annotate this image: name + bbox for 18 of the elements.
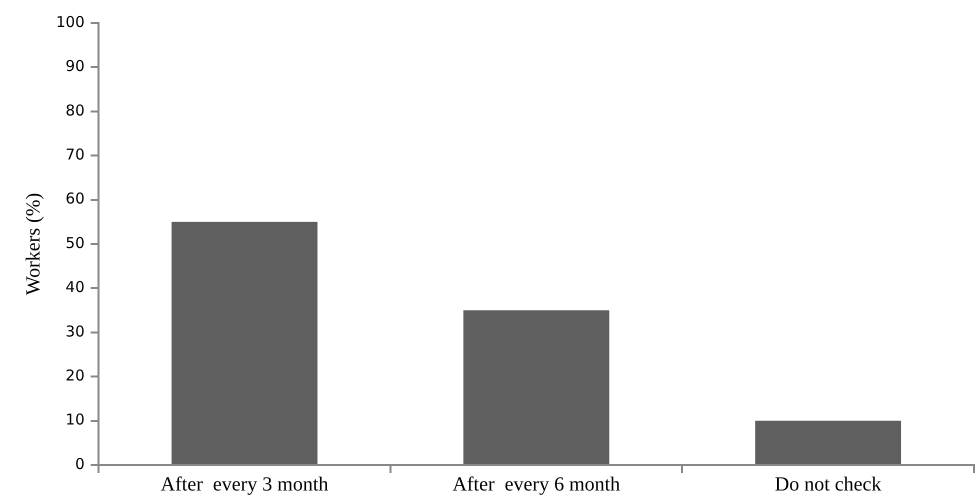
x-tick-label: After every 3 month [160,473,328,496]
y-tick-label: 10 [66,410,85,429]
x-tick-label: After every 6 month [452,473,620,496]
bar [755,420,902,464]
y-tick-label: 100 [56,12,85,31]
y-tick-label: 40 [66,278,85,296]
y-tick-label: 20 [66,366,85,384]
y-axis-title: Workers (%) [22,192,44,296]
bar [172,222,318,464]
bar [463,310,610,464]
y-tick-label: 90 [66,57,85,76]
y-tick-label: 70 [66,145,85,164]
y-tick-label: 0 [75,454,85,473]
x-tick-label: Do not check [774,473,882,496]
y-tick-label: 30 [66,322,85,340]
y-tick-label: 60 [66,190,85,208]
y-tick-label: 50 [66,234,85,252]
y-tick-label: 80 [66,101,85,120]
